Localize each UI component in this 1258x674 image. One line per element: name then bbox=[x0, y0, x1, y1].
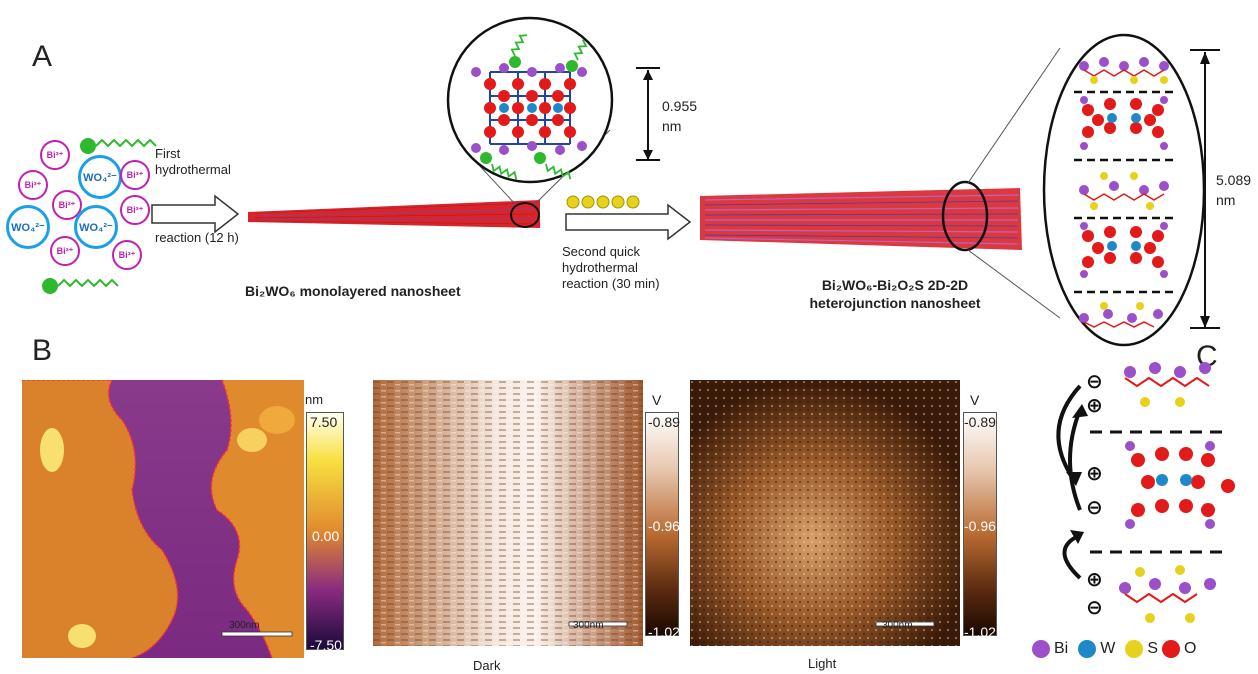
afm-terrace-right bbox=[211, 380, 304, 658]
zoom-ellipse-heterojunction bbox=[1042, 33, 1206, 347]
kpfm-light-caption: Light bbox=[808, 656, 837, 671]
arrow-step2 bbox=[565, 203, 692, 241]
s-legend-dot bbox=[1125, 640, 1144, 658]
panel-a-letter: A bbox=[32, 40, 53, 73]
step2-label: Second quick hydrothermal reaction (30 m… bbox=[562, 244, 660, 291]
sulfur-atoms bbox=[566, 195, 640, 209]
svg-text:⊖: ⊖ bbox=[1086, 495, 1103, 519]
bi-ion: Bi³⁺ bbox=[120, 195, 150, 225]
svg-text:⊖: ⊖ bbox=[1086, 369, 1103, 393]
zoom-circle-small bbox=[510, 202, 540, 228]
kpfm-light-cbar-max: -0.89 bbox=[964, 414, 996, 430]
monolayer-label: Bi₂WO₆ monolayered nanosheet bbox=[245, 283, 461, 299]
kpfm-light-cbar-min: -1.02 bbox=[964, 624, 996, 640]
charge-transfer-diagram: ⊖⊕ ⊕⊖ ⊕⊖ bbox=[1056, 362, 1235, 623]
kpfm-light-image bbox=[690, 380, 960, 646]
afm-cbar-max: 7.50 bbox=[310, 414, 338, 430]
zoom-ellipse-small bbox=[941, 180, 989, 252]
wo4-ion: WO₄²⁻ bbox=[74, 205, 118, 249]
atom-legend: Bi W S O bbox=[1032, 640, 1196, 658]
kpfm-light-cbar-mid: -0.96 bbox=[964, 518, 996, 534]
afm-colorbar bbox=[306, 412, 344, 650]
bi-ion: Bi³⁺ bbox=[18, 170, 48, 200]
afm-cbar-mid: 0.00 bbox=[312, 528, 340, 544]
surfactant-tail bbox=[95, 138, 157, 148]
wo4-ion: WO₄²⁻ bbox=[78, 155, 122, 199]
svg-text:⊕: ⊕ bbox=[1086, 393, 1103, 417]
o-legend-dot bbox=[1162, 640, 1181, 658]
kpfm-light-unit: V bbox=[970, 392, 980, 408]
heterojunction-sheet bbox=[700, 188, 1022, 250]
surfactant-head bbox=[42, 278, 58, 294]
kpfm-dark-scale-text: 300nm bbox=[573, 620, 604, 631]
bi-ion: Bi³⁺ bbox=[120, 160, 150, 190]
afm-scale-text: 300nm bbox=[229, 620, 260, 631]
o-legend-label: O bbox=[1184, 640, 1197, 657]
surfactant-tail bbox=[57, 278, 119, 288]
afm-topography-image bbox=[22, 380, 304, 658]
step1-label: First hydrothermal bbox=[155, 146, 231, 177]
kpfm-dark-image bbox=[373, 380, 643, 646]
svg-text:⊕: ⊕ bbox=[1086, 461, 1103, 485]
w-legend-dot bbox=[1078, 640, 1097, 658]
arrow-step1 bbox=[151, 194, 240, 234]
bi-ion: Bi³⁺ bbox=[50, 236, 80, 266]
bi-ion: Bi³⁺ bbox=[112, 240, 142, 270]
monolayer-sheet bbox=[248, 200, 540, 228]
step1-label-line3: reaction (12 h) bbox=[155, 230, 239, 245]
monolayer-crystal bbox=[471, 34, 588, 180]
heterojunction-label: Bi₂WO₆-Bi₂O₂S 2D-2D heterojunction nanos… bbox=[809, 277, 981, 311]
thickness-monolayer: 0.955 nm bbox=[662, 98, 698, 134]
bi-ion: Bi³⁺ bbox=[40, 140, 70, 170]
surfactant-head bbox=[80, 138, 96, 154]
wo4-ion: WO₄²⁻ bbox=[6, 205, 50, 249]
kpfm-dark-cbar-min: -1.02 bbox=[648, 624, 680, 640]
kpfm-dark-colorbar bbox=[645, 412, 679, 636]
kpfm-dark-cbar-max: -0.89 bbox=[648, 414, 680, 430]
thickness-heterojunction: 5.089 nm bbox=[1216, 172, 1252, 208]
kpfm-light-colorbar bbox=[963, 412, 997, 636]
kpfm-dark-cbar-mid: -0.96 bbox=[648, 518, 680, 534]
svg-text:⊕: ⊕ bbox=[1086, 567, 1103, 591]
bi-legend-label: Bi bbox=[1054, 640, 1069, 657]
w-legend-label: W bbox=[1100, 640, 1116, 657]
kpfm-dark-unit: V bbox=[652, 392, 662, 408]
bi-legend-dot bbox=[1032, 640, 1050, 658]
kpfm-dark-caption: Dark bbox=[473, 658, 501, 673]
svg-text:⊖: ⊖ bbox=[1086, 595, 1103, 619]
afm-cbar-min: -7.50 bbox=[310, 637, 342, 653]
panel-b-letter: B bbox=[32, 334, 53, 367]
heterojunction-crystal bbox=[1074, 57, 1174, 328]
afm-unit: nm bbox=[305, 392, 324, 407]
s-legend-label: S bbox=[1147, 640, 1159, 657]
kpfm-light-scale-text: 300nm bbox=[882, 620, 913, 631]
